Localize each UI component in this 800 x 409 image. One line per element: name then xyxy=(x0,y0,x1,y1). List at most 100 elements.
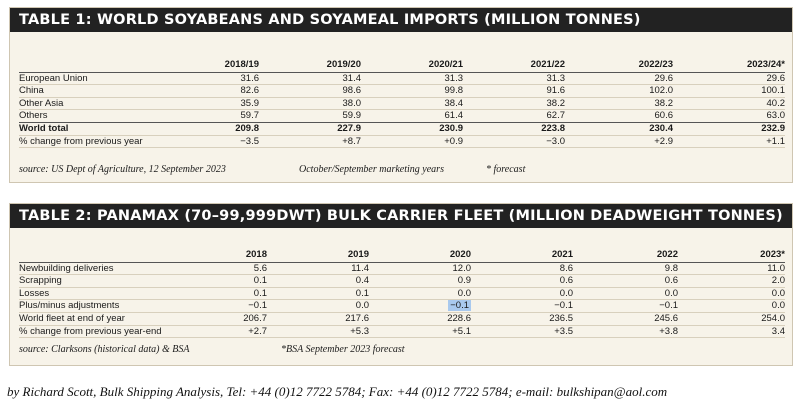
table-cell: 0.4 xyxy=(355,275,369,287)
table-cell: 5.6 xyxy=(253,262,267,274)
table-cell: 60.6 xyxy=(654,110,674,122)
row-label: Scrapping xyxy=(19,275,62,287)
table1-forecast-note: * forecast xyxy=(486,164,526,175)
row-label: % change from previous year-end xyxy=(19,325,162,337)
row-label: China xyxy=(19,85,44,97)
table-cell: 2.0 xyxy=(771,275,785,287)
table2-col-header: 2018 xyxy=(179,249,267,263)
table-cell: 230.4 xyxy=(565,121,673,136)
table-cell: 230.9 xyxy=(361,121,463,136)
table-cell: 227.9 xyxy=(259,121,361,136)
table1-years-note: October/September marketing years xyxy=(299,164,444,175)
table-row-total: World total 209.8 227.9 230.9 223.8 230.… xyxy=(19,121,785,136)
selection-highlight: −0.1 xyxy=(448,300,471,312)
table-cell: +1.1 xyxy=(766,135,785,147)
table-cell: 100.1 xyxy=(761,85,785,97)
table-row: Others 59.7 59.9 61.4 62.7 60.6 63.0 xyxy=(19,110,785,123)
table2-corner xyxy=(19,249,179,263)
row-label: Newbuilding deliveries xyxy=(19,262,114,274)
table1-col-header: 2019/20 xyxy=(259,59,361,73)
table-cell: 0.1 xyxy=(355,287,369,299)
table-cell: 11.4 xyxy=(351,262,369,274)
table-cell: 31.3 xyxy=(546,72,566,84)
row-label: European Union xyxy=(19,72,88,84)
table1-source-note: source: US Dept of Agriculture, 12 Septe… xyxy=(19,164,226,175)
table-cell: +2.7 xyxy=(248,325,267,337)
table-cell: −0.1 xyxy=(659,300,678,312)
table-row: Losses 0.1 0.1 0.0 0.0 0.0 0.0 xyxy=(19,287,785,300)
table-cell: 99.8 xyxy=(444,85,464,97)
table-cell: 245.6 xyxy=(654,312,678,324)
table1-col-header: 2022/23 xyxy=(565,59,673,73)
table-cell: 59.9 xyxy=(342,110,362,122)
table-cell: 31.4 xyxy=(342,72,362,84)
table-cell: 8.6 xyxy=(559,262,573,274)
table-cell: 223.8 xyxy=(463,121,565,136)
table1-header-row: 2018/19 2019/20 2020/21 2021/22 2022/23 … xyxy=(19,59,785,73)
table-cell: −3.5 xyxy=(240,135,259,147)
table-cell: 0.1 xyxy=(253,275,267,287)
table-cell: 38.4 xyxy=(444,97,464,109)
table-row: % change from previous year −3.5 +8.7 +0… xyxy=(19,135,785,148)
table-cell: 59.7 xyxy=(240,110,260,122)
table-cell: 12.0 xyxy=(452,262,472,274)
row-label: % change from previous year xyxy=(19,135,143,147)
table-cell: 38.0 xyxy=(342,97,362,109)
table-cell: 62.7 xyxy=(546,110,566,122)
table-cell: 0.0 xyxy=(457,287,471,299)
table-cell: 217.6 xyxy=(345,312,369,324)
table-cell: −3.0 xyxy=(546,135,565,147)
table-cell: +3.5 xyxy=(554,325,573,337)
table-cell: 102.0 xyxy=(649,85,673,97)
table-cell: 0.0 xyxy=(664,287,678,299)
table-cell: +3.8 xyxy=(659,325,678,337)
table-cell: 0.6 xyxy=(559,275,573,287)
table1-corner xyxy=(19,59,169,73)
table1-col-header: 2021/22 xyxy=(463,59,565,73)
table2-col-header: 2023* xyxy=(678,249,785,263)
table-cell: 38.2 xyxy=(654,97,674,109)
table-cell: 61.4 xyxy=(444,110,464,122)
table-cell: 91.6 xyxy=(546,85,566,97)
table-row: Newbuilding deliveries 5.6 11.4 12.0 8.6… xyxy=(19,262,785,275)
table-cell: 9.8 xyxy=(664,262,678,274)
table-row: Scrapping 0.1 0.4 0.9 0.6 0.6 2.0 xyxy=(19,275,785,288)
table2-notes: source: Clarksons (historical data) & BS… xyxy=(10,344,792,356)
table-cell: 0.0 xyxy=(771,300,785,312)
row-label: Losses xyxy=(19,287,50,299)
row-label: World fleet at end of year xyxy=(19,312,125,324)
table-row: World fleet at end of year 206.7 217.6 2… xyxy=(19,312,785,326)
table-cell: 29.6 xyxy=(766,72,786,84)
table-cell: 98.6 xyxy=(342,85,362,97)
table1-grid: 2018/19 2019/20 2020/21 2021/22 2022/23 … xyxy=(19,59,785,148)
table1-notes: source: US Dept of Agriculture, 12 Septe… xyxy=(10,164,792,176)
table-cell: 0.1 xyxy=(253,287,267,299)
table2-col-header: 2019 xyxy=(267,249,369,263)
table-cell: 29.6 xyxy=(654,72,674,84)
table-cell: 254.0 xyxy=(761,312,785,324)
row-label: Others xyxy=(19,110,48,122)
table-row: Plus/minus adjustments −0.1 0.0 −0.1 −0.… xyxy=(19,300,785,313)
table-cell: 0.9 xyxy=(457,275,471,287)
table1-title: TABLE 1: WORLD SOYABEANS AND SOYAMEAL IM… xyxy=(10,8,792,32)
table-cell: 209.8 xyxy=(169,121,259,136)
table2-forecast-note: *BSA September 2023 forecast xyxy=(281,344,405,355)
byline-footer: by Richard Scott, Bulk Shipping Analysis… xyxy=(7,384,668,399)
table-cell: 11.0 xyxy=(767,262,785,274)
table-cell: 0.0 xyxy=(771,287,785,299)
table-row: % change from previous year-end +2.7 +5.… xyxy=(19,325,785,338)
table-cell: −0.1 xyxy=(248,300,267,312)
table1-panel: TABLE 1: WORLD SOYABEANS AND SOYAMEAL IM… xyxy=(9,7,793,183)
table1-col-header: 2023/24* xyxy=(673,59,785,73)
table-cell: 3.4 xyxy=(771,325,785,337)
table2-header-row: 2018 2019 2020 2021 2022 2023* xyxy=(19,249,785,263)
table-cell: +0.9 xyxy=(444,135,463,147)
table-cell: 228.6 xyxy=(447,312,471,324)
table-cell: +2.9 xyxy=(654,135,673,147)
table-cell: +8.7 xyxy=(342,135,361,147)
table-cell-selected: −0.1 xyxy=(369,300,471,313)
row-label: World total xyxy=(19,121,169,136)
table2-title: TABLE 2: PANAMAX (70–99,999DWT) BULK CAR… xyxy=(10,204,792,228)
table-cell: 40.2 xyxy=(766,97,786,109)
table-cell: 0.0 xyxy=(355,300,369,312)
